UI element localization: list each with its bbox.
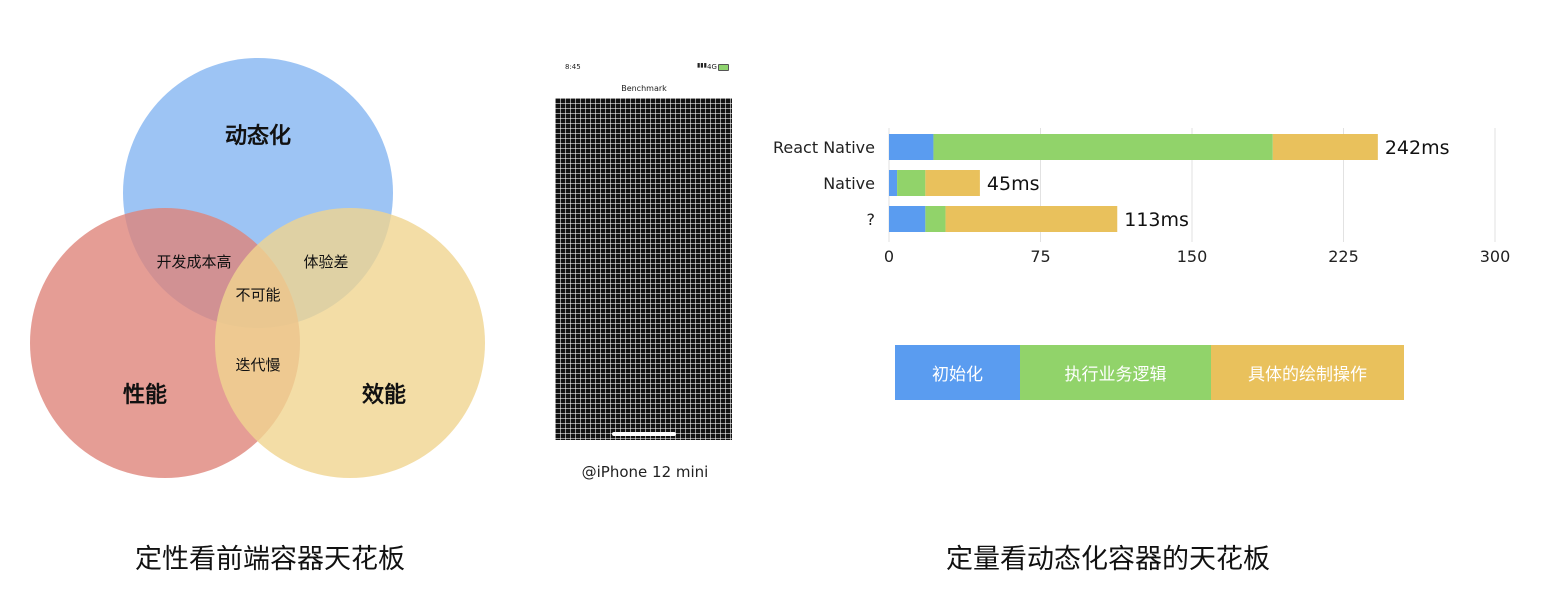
device-label: @iPhone 12 mini [581,463,709,481]
data-label: 242ms [1385,137,1450,159]
bar-chart: 0 75 150 225 300 React Native 242ms Native 45ms?… [773,128,1511,266]
overlap-dev-cost: 开发成本高 [156,253,231,271]
x-tick-label: 225 [1328,247,1359,266]
status-network: 4G [707,63,717,71]
bar-segment [925,206,946,232]
category-label: React Native [773,138,875,157]
legend-draw: 具体的绘制操作 [1211,345,1404,400]
category-label: ? [867,210,876,229]
bar-segment [889,170,898,196]
circle-performance [30,208,300,478]
bar-segment [889,134,934,160]
legend-init: 初始化 [895,345,1020,400]
bar-segment [889,206,926,232]
label-performance: 性能 [123,382,167,408]
chart-legend: 初始化 执行业务逻辑 具体的绘制操作 [895,345,1404,400]
bar-segment [933,134,1273,160]
bar-segment [925,170,980,196]
category-label: Native [823,174,875,193]
legend-logic-label: 执行业务逻辑 [1064,365,1167,385]
x-tick-label: 150 [1177,247,1208,266]
bar-segment [1272,134,1378,160]
battery-icon [718,64,729,71]
overlap-impossible: 不可能 [235,286,280,304]
benchmark-grid [555,98,732,440]
data-label: 113ms [1124,209,1189,231]
bar-segment [897,170,926,196]
label-efficiency: 效能 [362,382,406,408]
x-tick-label: 0 [884,247,894,266]
status-time: 8:45 [565,63,581,71]
legend-draw-label: 具体的绘制操作 [1248,365,1367,385]
legend-logic: 执行业务逻辑 [1020,345,1211,400]
x-tick-label: 300 [1480,247,1511,266]
home-indicator [612,432,676,436]
circle-efficiency [215,208,485,478]
app-title: Benchmark [621,84,667,93]
overlap-slow-iteration: 迭代慢 [235,356,280,374]
label-dynamic: 动态化 [225,123,291,149]
caption-quantitative: 定量看动态化容器的天花板 [946,544,1270,575]
overlap-experience: 体验差 [303,253,348,271]
bar-segment [945,206,1118,232]
legend-init-label: 初始化 [932,365,983,385]
x-tick-label: 75 [1030,247,1050,266]
status-signal-icon: ▮▮▮ [697,62,707,69]
caption-qualitative: 定性看前端容器天花板 [135,544,405,575]
data-label: 45ms [987,173,1040,195]
venn-diagram: 动态化 性能 效能 开发成本高 体验差 不可能 迭代慢 [30,58,485,478]
